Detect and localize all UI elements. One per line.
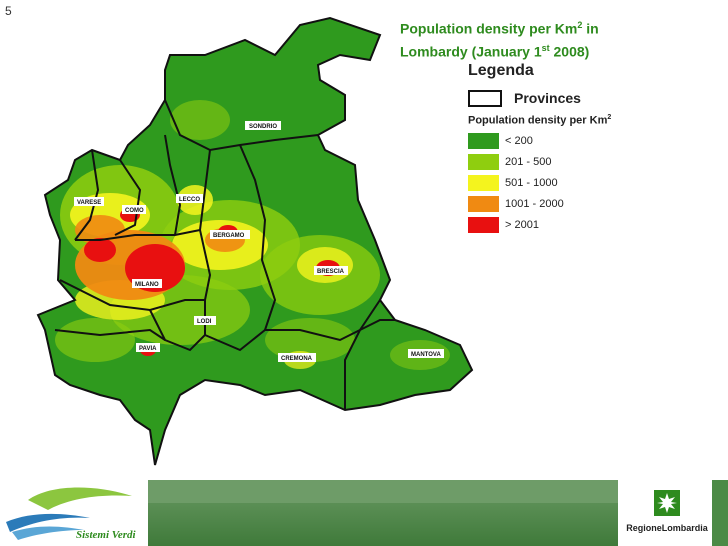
footer-band-top [148, 480, 618, 503]
border-lecco [164, 134, 182, 236]
province-label-sondrio: SONDRIO [249, 124, 277, 130]
density-class-label: 201 - 500 [505, 156, 552, 169]
density-class-label: > 2001 [505, 219, 539, 232]
border-pavia [54, 328, 166, 341]
label-bg-lodi [194, 316, 216, 325]
title-line1-sup: 2 [577, 20, 583, 30]
density-zone-valtellina [170, 100, 230, 140]
legend-provinces-label: Provinces [514, 90, 581, 106]
legend-density-class: < 200 [468, 131, 698, 152]
legend-density-class: 501 - 1000 [468, 173, 698, 194]
slide-number: 5 [5, 4, 12, 18]
density-title-text: Population density per Km [468, 114, 608, 127]
legend-density-class: 1001 - 2000 [468, 194, 698, 215]
density-color-swatch [468, 133, 499, 150]
density-zone-pavia [55, 318, 135, 362]
regione-lombardia-logo: RegioneLombardia [622, 490, 712, 540]
border-cremona [204, 319, 395, 352]
map-title-line-2: Lombardy (January 1st 2008) [400, 39, 700, 62]
density-class-label: 501 - 1000 [505, 177, 558, 190]
label-bg-cremona [278, 353, 316, 362]
label-bg-lecco [176, 194, 203, 203]
density-title-sup: 2 [607, 114, 612, 121]
border-bergamo-east [239, 144, 277, 331]
province-label-lecco: LECCO [179, 197, 200, 203]
province-label-milano: MILANO [135, 282, 159, 288]
title-line2-text: Lombardy (January 1 [400, 43, 542, 60]
regione-lombardia-icon [654, 490, 680, 516]
label-bg-pavia [136, 343, 160, 352]
map-legend: Legenda Provinces Population density per… [468, 62, 698, 236]
density-color-swatch [468, 175, 499, 192]
density-color-swatch [468, 217, 499, 234]
province-label-cremona: CREMONA [281, 356, 313, 362]
province-label-como: COMO [125, 208, 144, 214]
density-color-swatch [468, 196, 499, 213]
label-bg-milano [132, 279, 162, 288]
sistemi-verdi-text: Sistemi Verdi [76, 529, 137, 541]
legend-density-class: > 2001 [468, 215, 698, 236]
wave-shape-2 [12, 526, 84, 540]
map-title: Population density per Km2 in Lombardy (… [400, 16, 700, 61]
province-label-pavia: PAVIA [139, 346, 157, 352]
legend-title: Legenda [468, 62, 534, 79]
density-color-swatch [468, 154, 499, 171]
leaf-shape [28, 487, 132, 510]
map-title-line-1: Population density per Km2 in [400, 16, 700, 39]
label-bg-brescia [314, 266, 348, 275]
label-bg-mantova [408, 349, 444, 358]
lombardy-density-map: SONDRIO VARESE COMO LECCO BERGAMO BRESCI… [37, 17, 473, 466]
legend-density-class: 201 - 500 [468, 152, 698, 173]
label-bg-varese [74, 197, 104, 206]
footer-right-strip [712, 480, 728, 546]
label-bg-como [122, 205, 146, 214]
province-label-brescia: BRESCIA [317, 269, 345, 275]
border-mantova [344, 299, 381, 410]
province-label-bergamo: BERGAMO [213, 233, 245, 239]
legend-density-title: Population density per Km2 [468, 114, 698, 127]
border-sondrio [164, 99, 319, 152]
province-label-varese: VARESE [77, 200, 101, 206]
density-class-label: < 200 [505, 135, 533, 148]
wave-shape-1 [6, 513, 90, 532]
label-bg-sondrio [245, 121, 281, 130]
title-line2-suffix: 2008) [549, 43, 590, 60]
label-bg-bergamo [210, 230, 250, 239]
regione-lombardia-text: RegioneLombardia [626, 523, 708, 533]
sistemi-verdi-logo: Sistemi Verdi [0, 482, 150, 546]
province-border-swatch [468, 89, 502, 107]
province-label-mantova: MANTOVA [411, 352, 441, 358]
density-class-label: 1001 - 2000 [505, 198, 564, 211]
title-line1-text: Population density per Km [400, 20, 578, 37]
density-zone-northwest-milan [84, 238, 116, 262]
province-label-lodi: LODI [197, 319, 212, 325]
border-milano-north [75, 229, 201, 241]
title-line1-suffix: in [582, 20, 599, 37]
title-line2-sup: st [541, 42, 550, 53]
legend-provinces-row: Provinces [468, 88, 698, 108]
legend-density-scale: < 200 201 - 500 501 - 1000 1001 - 2000 > 200… [468, 131, 698, 236]
province-borders [37, 17, 473, 466]
